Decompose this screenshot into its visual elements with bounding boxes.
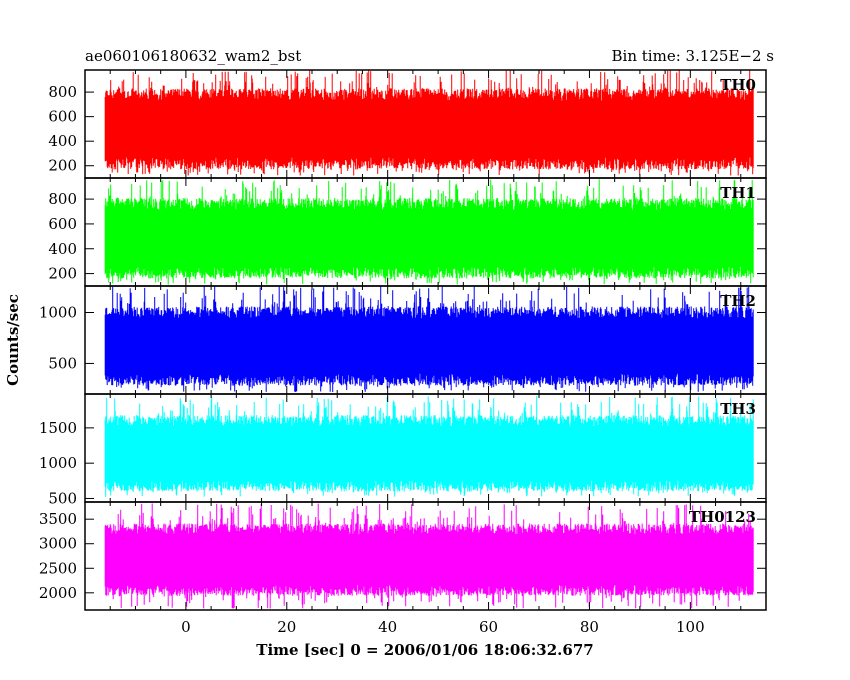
x-tick-label: 100 [676, 618, 705, 636]
y-tick-label: 200 [48, 265, 77, 283]
y-tick-label: 3500 [39, 510, 77, 528]
y-tick-label: 600 [48, 215, 77, 233]
y-tick-label: 800 [48, 83, 77, 101]
y-tick-label: 1000 [39, 303, 77, 321]
x-tick-label: 0 [181, 618, 191, 636]
y-tick-label: 400 [48, 240, 77, 258]
series-line [104, 503, 754, 609]
y-tick-label: 500 [48, 354, 77, 372]
panel-th0123: 2000 2500 3000 3500 TH0123 [39, 501, 767, 611]
y-tick-label: 2500 [39, 559, 77, 577]
x-axis-label: Time [sec] 0 = 2006/01/06 18:06:32.677 [256, 641, 593, 659]
y-tick-label: 1000 [39, 454, 77, 472]
panel-th2: 500 1000 TH2 [39, 285, 767, 395]
x-tick-label: 20 [277, 618, 296, 636]
chart-subtitle: Bin time: 3.125E−2 s [612, 47, 774, 65]
series-line [104, 179, 754, 285]
series-name-label: TH3 [720, 400, 756, 418]
series-name-label: TH1 [720, 184, 756, 202]
series-line [104, 70, 754, 176]
panel-th0: 200 400 600 800 TH0 [48, 69, 767, 179]
x-axis: 0 20 40 60 80 100 [181, 618, 705, 636]
series-name-label: TH2 [720, 292, 756, 310]
x-tick-label: 40 [378, 618, 397, 636]
panel-th3: 500 1000 1500 TH3 [39, 393, 767, 507]
y-tick-label: 500 [48, 489, 77, 507]
series-line [104, 286, 754, 392]
series-name-label: TH0 [720, 76, 756, 94]
y-axis-label: Counts/sec [4, 294, 22, 386]
series-name-label: TH0123 [689, 508, 756, 526]
panel-frame [84, 501, 767, 611]
x-tick-label: 60 [479, 618, 498, 636]
y-tick-label: 3000 [39, 535, 77, 553]
y-tick-label: 1500 [39, 419, 77, 437]
y-tick-label: 600 [48, 108, 77, 126]
series-line [104, 396, 754, 497]
x-tick-label: 80 [580, 618, 599, 636]
y-tick-label: 2000 [39, 584, 77, 602]
y-tick-label: 400 [48, 132, 77, 150]
y-tick-label: 200 [48, 157, 77, 175]
y-tick-label: 800 [48, 190, 77, 208]
panel-th1: 200 400 600 800 TH1 [48, 177, 767, 287]
chart-title: ae060106180632_wam2_bst [85, 47, 301, 65]
